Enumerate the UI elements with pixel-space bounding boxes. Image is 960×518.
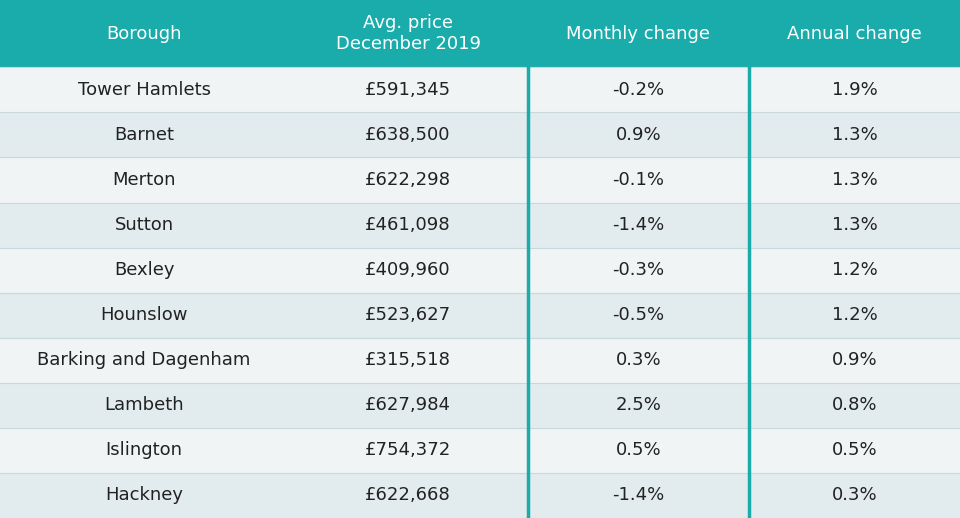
Bar: [288, 112, 528, 157]
Bar: [528, 338, 749, 383]
Text: £622,668: £622,668: [365, 486, 451, 505]
Bar: [528, 67, 749, 112]
Text: Islington: Islington: [106, 441, 182, 459]
Bar: [0, 428, 288, 473]
Text: Monthly change: Monthly change: [566, 25, 710, 42]
Bar: [0, 338, 288, 383]
Bar: [749, 157, 960, 203]
Bar: [749, 338, 960, 383]
Text: 0.9%: 0.9%: [615, 126, 661, 144]
Text: Avg. price
December 2019: Avg. price December 2019: [335, 15, 481, 53]
Bar: [528, 293, 749, 338]
Text: 0.5%: 0.5%: [831, 441, 877, 459]
Text: Borough: Borough: [107, 25, 181, 42]
Bar: [0, 203, 288, 248]
Text: £638,500: £638,500: [365, 126, 451, 144]
Text: Merton: Merton: [112, 171, 176, 189]
Bar: [749, 112, 960, 157]
Text: 0.9%: 0.9%: [831, 351, 877, 369]
Bar: [528, 112, 749, 157]
Text: £523,627: £523,627: [365, 306, 451, 324]
Bar: [749, 383, 960, 428]
Text: Sutton: Sutton: [114, 216, 174, 234]
Text: 1.2%: 1.2%: [831, 261, 877, 279]
Text: -0.1%: -0.1%: [612, 171, 664, 189]
Text: 0.3%: 0.3%: [831, 486, 877, 505]
Text: 0.8%: 0.8%: [831, 396, 877, 414]
Bar: [288, 338, 528, 383]
Text: 0.5%: 0.5%: [615, 441, 661, 459]
Text: £622,298: £622,298: [365, 171, 451, 189]
Bar: [749, 248, 960, 293]
Bar: [288, 428, 528, 473]
Text: 1.3%: 1.3%: [831, 171, 877, 189]
Bar: [0, 0, 288, 67]
Text: Tower Hamlets: Tower Hamlets: [78, 81, 210, 99]
Bar: [0, 383, 288, 428]
Text: £315,518: £315,518: [365, 351, 451, 369]
Bar: [288, 157, 528, 203]
Text: -1.4%: -1.4%: [612, 486, 664, 505]
Text: Hounslow: Hounslow: [100, 306, 188, 324]
Bar: [528, 383, 749, 428]
Bar: [528, 248, 749, 293]
Bar: [749, 428, 960, 473]
Bar: [0, 112, 288, 157]
Text: Barnet: Barnet: [114, 126, 174, 144]
Bar: [288, 473, 528, 518]
Bar: [749, 67, 960, 112]
Bar: [0, 293, 288, 338]
Bar: [528, 473, 749, 518]
Text: Hackney: Hackney: [105, 486, 183, 505]
Text: Bexley: Bexley: [113, 261, 175, 279]
Text: £754,372: £754,372: [365, 441, 451, 459]
Text: 1.9%: 1.9%: [831, 81, 877, 99]
Bar: [528, 0, 749, 67]
Text: -1.4%: -1.4%: [612, 216, 664, 234]
Bar: [528, 157, 749, 203]
Text: Lambeth: Lambeth: [105, 396, 183, 414]
Text: 2.5%: 2.5%: [615, 396, 661, 414]
Bar: [528, 203, 749, 248]
Bar: [749, 293, 960, 338]
Text: -0.3%: -0.3%: [612, 261, 664, 279]
Bar: [749, 473, 960, 518]
Bar: [288, 248, 528, 293]
Text: £409,960: £409,960: [365, 261, 451, 279]
Bar: [288, 293, 528, 338]
Text: £591,345: £591,345: [365, 81, 451, 99]
Text: 1.3%: 1.3%: [831, 216, 877, 234]
Bar: [288, 203, 528, 248]
Bar: [0, 67, 288, 112]
Bar: [288, 67, 528, 112]
Text: -0.5%: -0.5%: [612, 306, 664, 324]
Bar: [0, 248, 288, 293]
Text: £461,098: £461,098: [365, 216, 451, 234]
Text: £627,984: £627,984: [365, 396, 451, 414]
Bar: [749, 0, 960, 67]
Text: 1.3%: 1.3%: [831, 126, 877, 144]
Text: 0.3%: 0.3%: [615, 351, 661, 369]
Text: Barking and Dagenham: Barking and Dagenham: [37, 351, 251, 369]
Bar: [0, 473, 288, 518]
Bar: [288, 0, 528, 67]
Text: Annual change: Annual change: [787, 25, 922, 42]
Bar: [288, 383, 528, 428]
Text: -0.2%: -0.2%: [612, 81, 664, 99]
Bar: [0, 157, 288, 203]
Text: 1.2%: 1.2%: [831, 306, 877, 324]
Bar: [749, 203, 960, 248]
Bar: [528, 428, 749, 473]
